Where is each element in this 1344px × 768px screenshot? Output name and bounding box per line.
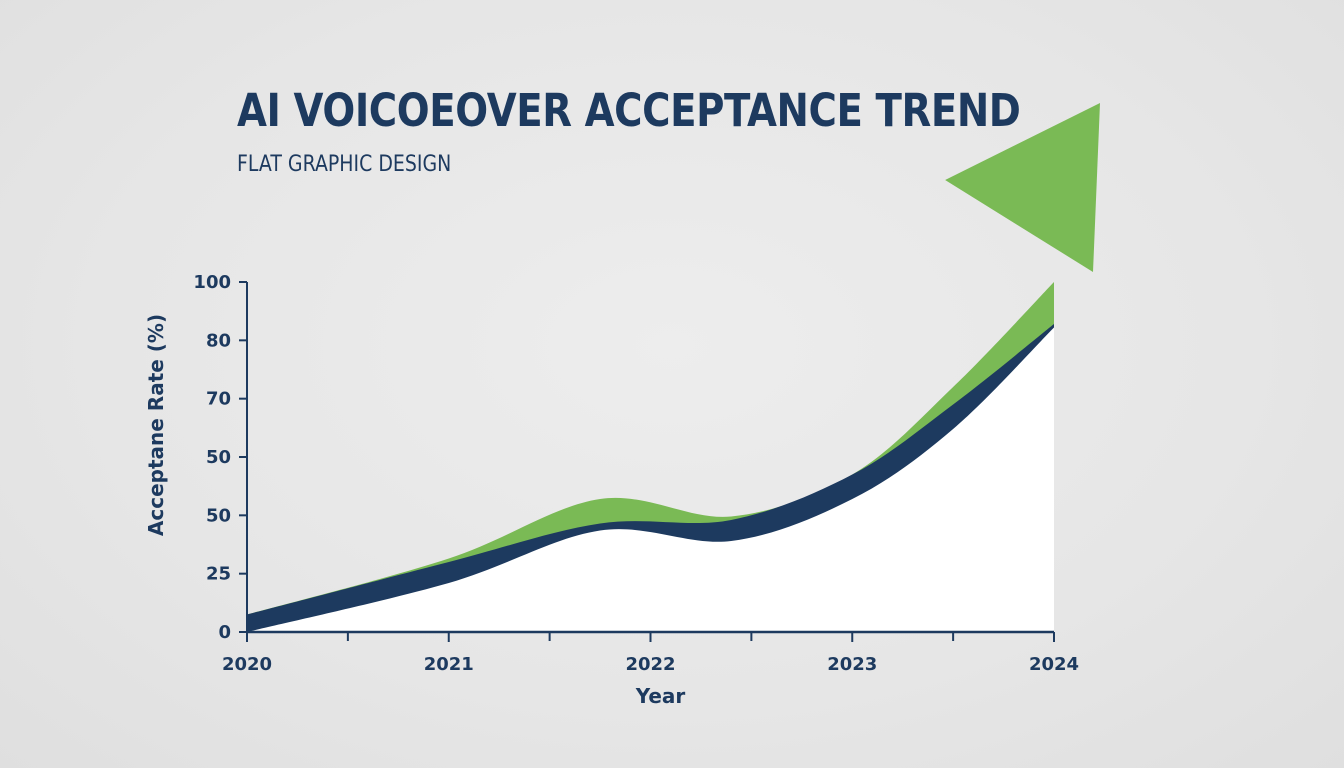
x-tick-label: 2021 <box>424 654 474 675</box>
y-tick-label: 0 <box>218 622 231 643</box>
y-tick-label: 70 <box>206 389 231 410</box>
y-tick-label: 80 <box>206 330 231 351</box>
trend-arrow-head <box>945 103 1100 272</box>
chart-title: AI VOICOEOVER ACCEPTANCE TREND <box>237 84 1021 137</box>
y-tick-label: 25 <box>206 564 231 585</box>
y-axis-label: Acceptane Rate (%) <box>144 314 168 536</box>
y-tick-label: 50 <box>206 505 231 526</box>
series-white-area <box>247 327 1054 632</box>
y-tick-label: 50 <box>206 447 231 468</box>
chart-subtitle: FLAT GRAPHIC DESIGN <box>237 152 452 177</box>
x-tick-label: 2022 <box>625 654 675 675</box>
x-tick-label: 2024 <box>1029 654 1079 675</box>
ticks-layer: 2020 2021 2022 2023 2024 0 25 50 50 70 80 100 <box>193 272 1079 675</box>
x-tick-label: 2023 <box>827 654 877 675</box>
y-tick-label: 100 <box>193 272 231 293</box>
series-layer <box>247 282 1054 632</box>
x-axis-label: Year <box>635 684 686 708</box>
x-tick-label: 2020 <box>222 654 272 675</box>
